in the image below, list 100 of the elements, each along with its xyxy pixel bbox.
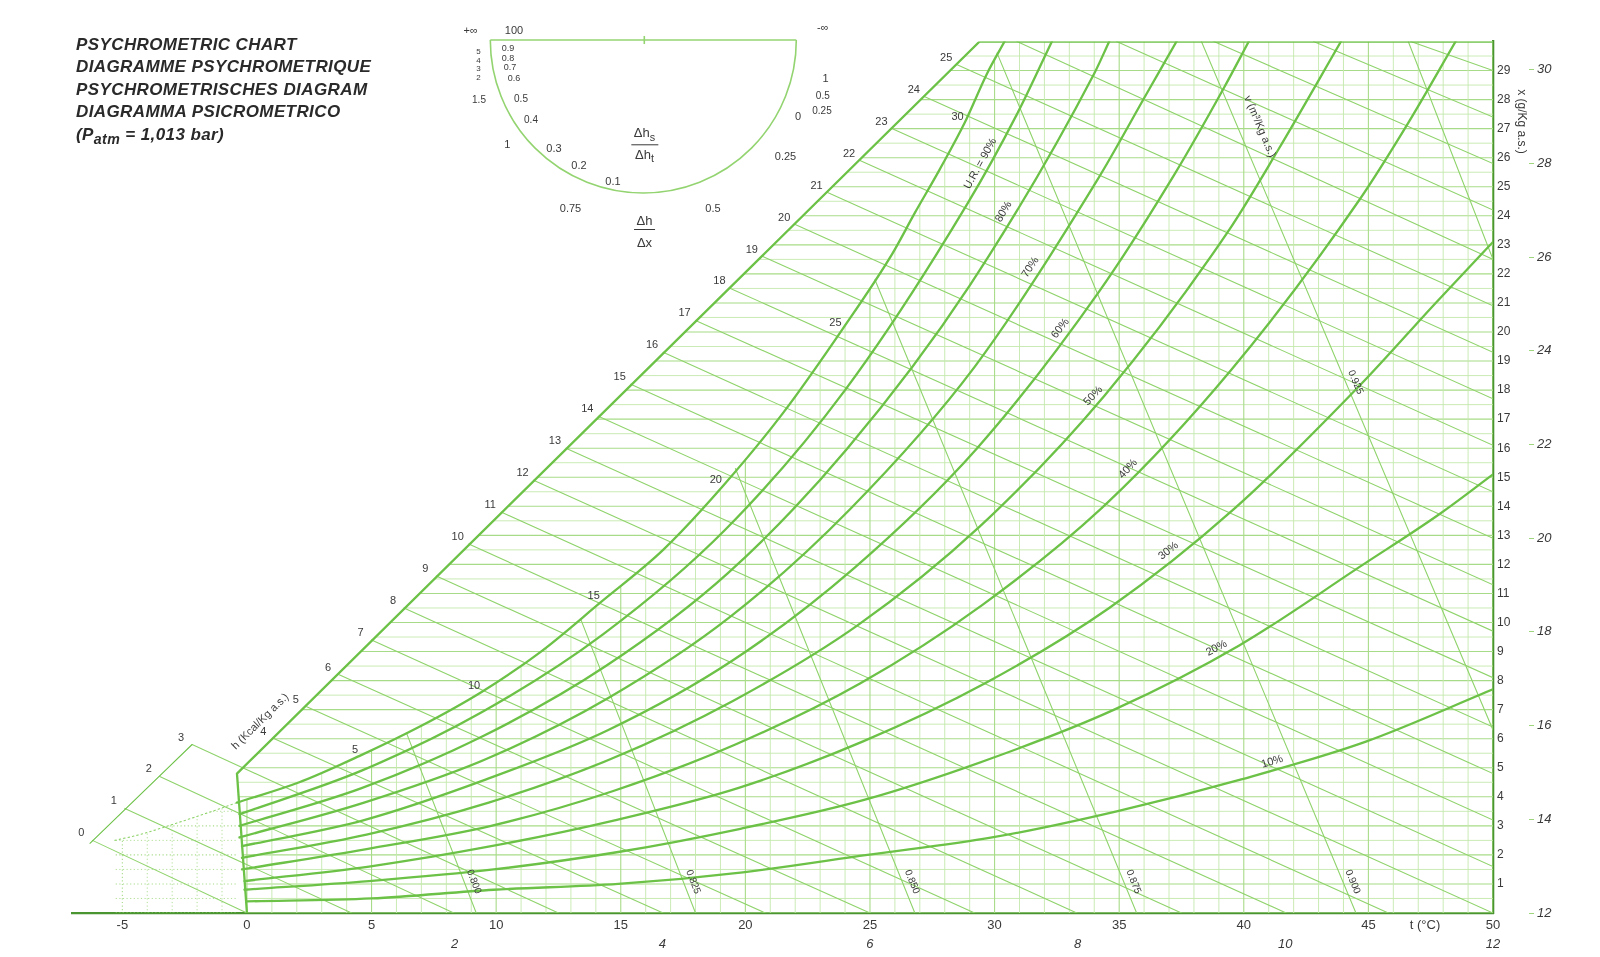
y-tick-label: 3 [1497, 818, 1504, 833]
series-label: 5 [292, 692, 299, 705]
annotation: 0 [794, 109, 802, 122]
series-label: 1 [110, 794, 117, 807]
annotation: 0.5 [514, 93, 528, 104]
annotation: 2 [476, 73, 481, 82]
y2-tick-label: 14 [1537, 810, 1552, 826]
annotation: 25 [829, 316, 842, 329]
series-label: 7 [357, 625, 364, 638]
series-label: 23 [875, 114, 888, 127]
series-label: 25 [940, 50, 953, 63]
annotation: 1 [822, 71, 829, 84]
annotation: 0.5 [705, 201, 721, 214]
series-label: 22 [842, 146, 856, 159]
x2-tick-label: 8 [1074, 936, 1083, 952]
text: 0.800 [464, 867, 485, 896]
series-label: 15 [613, 370, 626, 383]
y-tick-label: 1 [1497, 876, 1504, 891]
y-tick-label: 24 [1497, 208, 1511, 223]
annotation: Δh$_{s}$ [630, 125, 659, 146]
x-tick-label: 50 [1485, 917, 1501, 933]
annotation: 4 [476, 55, 481, 65]
annotation: 0.9 [501, 42, 515, 53]
text: 10% [1259, 751, 1285, 770]
text: 0.825 [684, 867, 704, 896]
y2-tick-label: 12 [1537, 904, 1553, 920]
series-label: 0 [78, 826, 85, 839]
series-label: 3 [178, 730, 185, 743]
y-tick-label: 29 [1497, 62, 1511, 77]
annotation: 0.7 [503, 61, 517, 72]
y2-tick-label: 22 [1536, 436, 1553, 452]
y2-tick-label: 28 [1536, 154, 1553, 170]
series-label: 8 [389, 594, 397, 607]
series-label: 14 [581, 402, 594, 415]
text: 30% [1155, 538, 1181, 562]
annotation: 5 [351, 743, 359, 756]
y2-tick-label: 24 [1536, 342, 1552, 358]
text: 0.850 [902, 867, 923, 896]
annotation: 3 [476, 64, 481, 73]
x2-tick-label: 10 [1278, 936, 1294, 952]
x-tick-label: 40 [1236, 917, 1252, 933]
y-tick-label: 16 [1497, 440, 1511, 455]
annotation: (P$_{atm}$ = 1,013 bar) [76, 123, 226, 149]
y-tick-label: 14 [1497, 498, 1511, 513]
y-tick-label: 8 [1497, 672, 1504, 687]
series-label: 21 [810, 178, 823, 191]
y-tick-label: 22 [1497, 266, 1511, 281]
x-tick-label: 25 [862, 917, 878, 933]
text: 100 [504, 23, 524, 36]
text: +∞ [463, 23, 478, 36]
y-tick-label: 27 [1497, 120, 1511, 135]
annotation: 0.4 [524, 114, 538, 125]
y-tick-label: 25 [1497, 179, 1511, 194]
y2-tick-label: 20 [1536, 529, 1553, 545]
annotation: DIAGRAMMA PSICROMETRICO [76, 101, 342, 124]
x2-tick-label: 6 [866, 936, 875, 952]
x-tick-label: 15 [613, 917, 628, 933]
y-tick-label: 21 [1497, 295, 1511, 310]
y-tick-label: 12 [1497, 556, 1511, 571]
y-tick-label: 15 [1497, 469, 1511, 484]
annotation: 0.75 [559, 201, 582, 214]
annotation: 0.1 [605, 174, 621, 187]
text: U.R. = 90% [960, 135, 999, 191]
annotation: Δh [633, 213, 656, 230]
series-label: 12 [516, 466, 529, 479]
annotation: 1.5 [472, 93, 486, 105]
annotation: Δx [635, 233, 654, 250]
annotation: PSYCHROMETRISCHES DIAGRAM [76, 78, 369, 101]
y2-tick-label: 16 [1537, 717, 1553, 733]
y-tick-label: 9 [1497, 643, 1504, 658]
y-tick-label: 18 [1497, 382, 1511, 397]
annotation: 30 [951, 109, 964, 122]
series-label: 10 [451, 530, 464, 543]
annotation: 20 [709, 473, 722, 485]
y2-tick-label: 26 [1536, 248, 1553, 264]
series-label: 13 [548, 434, 562, 447]
annotation: 1 [504, 137, 511, 150]
text: -∞ [817, 20, 829, 33]
text: 0.925 [1346, 368, 1367, 397]
x-tick-label: 30 [987, 917, 1002, 933]
annotation: 0.8 [501, 52, 515, 62]
series-label: 6 [325, 660, 332, 673]
y-tick-label: 2 [1497, 847, 1504, 862]
x-tick-label: 45 [1361, 917, 1376, 933]
y-tick-label: 19 [1497, 353, 1511, 368]
series-label: 2 [145, 762, 152, 775]
annotation: 0.3 [546, 141, 562, 154]
text: 0.875 [1124, 867, 1145, 896]
x-axis-title: t (°C) [1409, 916, 1441, 932]
series-label: 16 [646, 338, 659, 351]
series-label: 24 [907, 82, 920, 95]
y-tick-label: 28 [1497, 91, 1511, 106]
y-axis-title: x (g/Kg a.s.) [1514, 89, 1529, 154]
series-label: 18 [713, 274, 726, 287]
series-label: 9 [422, 562, 429, 575]
series-label: 20 [778, 210, 791, 223]
x-tick-label: -5 [116, 917, 129, 933]
y-tick-label: 6 [1497, 731, 1504, 746]
y-tick-label: 23 [1497, 237, 1511, 252]
annotation: 0.5 [815, 90, 830, 101]
